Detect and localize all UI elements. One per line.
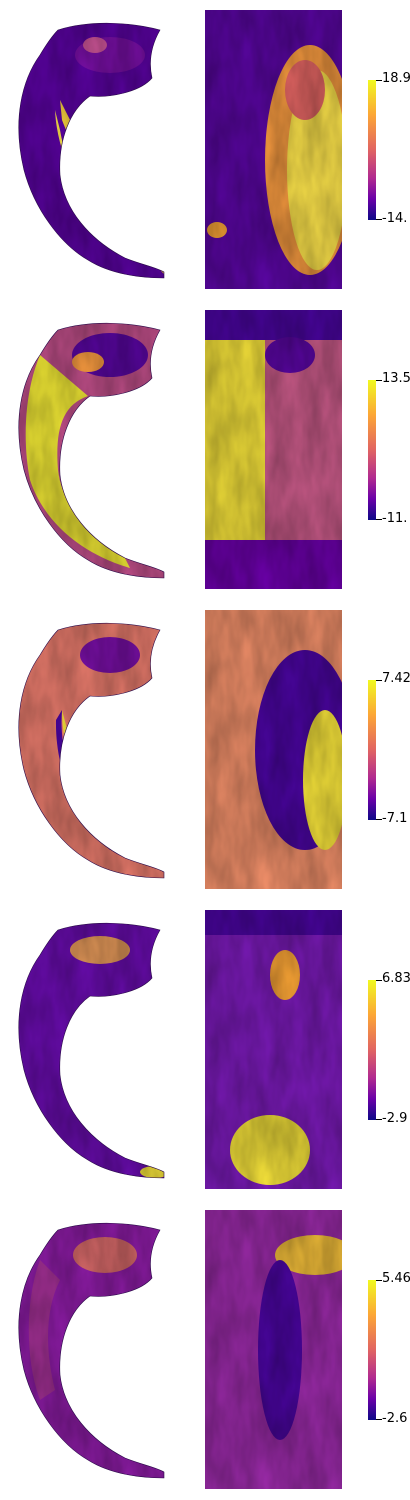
hippocampus-surface-3d [18,922,165,1179]
colorbar-min-label: -11. [382,512,408,526]
colorbar-max-tick [376,80,382,81]
hippocampus-surface-3d [18,22,165,279]
colorbar-max-label: 6.83 [382,972,410,986]
panel-row-4: 6.83 -2.9 [0,900,410,1200]
colorbar-min-label: -2.6 [382,1412,408,1426]
panel-row-3: 7.42 -7.1 [0,600,410,900]
flatmap [205,910,342,1189]
colorbar-max-tick [376,980,382,981]
colorbar [368,680,376,820]
colorbar-max-tick [376,380,382,381]
hippocampus-surface-3d [18,622,165,879]
colorbar-max-label: 5.46 [382,1272,410,1286]
colorbar-min-tick [376,1419,382,1420]
flatmap [205,310,342,589]
flatmap [205,1210,342,1489]
colorbar-min-tick [376,519,382,520]
panel-row-1: 18.9 -14. [0,0,410,300]
colorbar-min-tick [376,1119,382,1120]
colorbar-max-tick [376,1280,382,1281]
colorbar-max-label: 13.5 [382,372,410,386]
colorbar [368,980,376,1120]
colorbar-min-label: -2.9 [382,1112,408,1126]
hippocampus-surface-3d [18,1222,165,1479]
hippocampus-surface-3d [18,322,165,579]
colorbar-max-label: 18.9 [382,72,410,86]
colorbar-min-tick [376,219,382,220]
colorbar-min-label: -14. [382,212,408,226]
colorbar [368,380,376,520]
colorbar-min-label: -7.1 [382,812,408,826]
panel-row-2: 13.5 -11. [0,300,410,600]
colorbar-min-tick [376,819,382,820]
colorbar-max-tick [376,680,382,681]
colorbar-max-label: 7.42 [382,672,410,686]
flatmap [205,10,342,289]
flatmap [205,610,342,889]
colorbar [368,80,376,220]
colorbar [368,1280,376,1420]
panel-row-5: 5.46 -2.6 [0,1200,410,1500]
